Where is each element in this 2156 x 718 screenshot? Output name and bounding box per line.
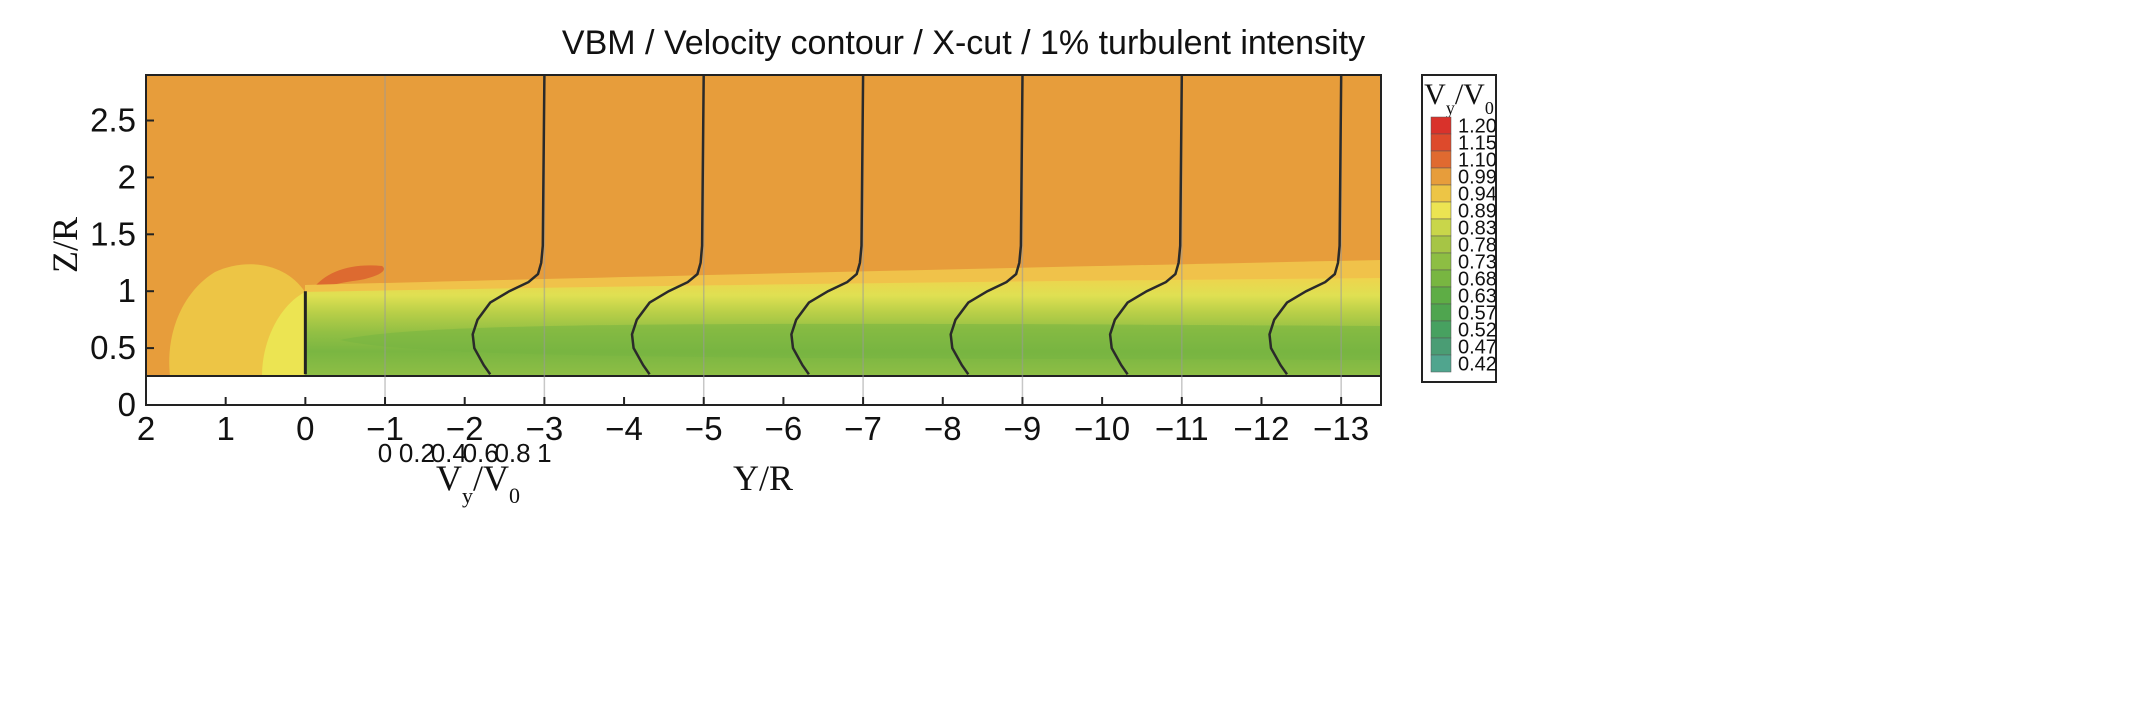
ground-region — [146, 375, 1381, 405]
y-tick-label: 1.5 — [90, 215, 136, 252]
legend-level-label: 0.73 — [1458, 252, 1497, 274]
x-tick-label: −11 — [1155, 410, 1209, 447]
legend-level-label: 0.94 — [1458, 184, 1497, 206]
contour-field — [146, 75, 1381, 376]
legend-swatch — [1430, 116, 1452, 135]
profile-scale-label: Vy/V0 — [436, 458, 520, 508]
near-rotor-region — [262, 292, 305, 376]
legend-level-label: 0.57 — [1458, 303, 1497, 325]
x-tick-label: 2 — [137, 410, 155, 447]
y-tick-label: 2 — [118, 158, 136, 195]
legend-swatch — [1430, 269, 1452, 288]
velocity-profiles — [471, 74, 1343, 376]
x-tick-label: −12 — [1233, 410, 1289, 447]
profile-scale-tick-label: 1 — [537, 438, 551, 468]
velocity-profile-line — [1268, 74, 1343, 376]
legend-swatch — [1430, 150, 1452, 169]
legend-level-label: 0.78 — [1458, 235, 1497, 257]
velocity-profile-line — [630, 74, 705, 376]
legend-level-label: 0.63 — [1458, 286, 1497, 308]
legend-swatch — [1430, 286, 1452, 305]
y-tick-label: 2.5 — [90, 102, 136, 139]
x-tick-label: −5 — [685, 410, 723, 447]
legend-swatch — [1430, 337, 1452, 356]
legend-level-label: 1.10 — [1458, 150, 1497, 172]
tip-acceleration-region — [312, 265, 384, 290]
legend-swatch — [1430, 201, 1452, 220]
y-tick-label: 0 — [118, 386, 136, 423]
profile-scale-tick-label: 0.4 — [431, 438, 467, 468]
x-tick-label: −9 — [1004, 410, 1042, 447]
velocity-profile-line — [471, 74, 546, 376]
legend-level-label: 0.52 — [1458, 320, 1497, 342]
legend-level-label: 1.20 — [1458, 116, 1497, 138]
legend-swatch — [1430, 252, 1452, 271]
legend-swatch — [1430, 303, 1452, 322]
wake-core-region — [340, 323, 1381, 360]
x-tick-label: 1 — [216, 410, 234, 447]
x-tick-label: −4 — [605, 410, 643, 447]
y-axis-label: Z/R — [45, 217, 85, 273]
legend-level-label: 0.99 — [1458, 167, 1497, 189]
x-tick-label: −10 — [1074, 410, 1130, 447]
x-axis-ticks: 2 1 0 −1 −2 −3 −4 −5 −6 −7 −8 −9 −10 −11 −12 −13 — [137, 397, 1369, 447]
legend-level-label: 1.15 — [1458, 133, 1497, 155]
x-tick-label: −3 — [526, 410, 564, 447]
legend-level-label: 0.83 — [1458, 218, 1497, 240]
legend-level-label: 0.68 — [1458, 269, 1497, 291]
legend-swatch — [1430, 184, 1452, 203]
legend-swatch — [1430, 218, 1452, 237]
profile-scale-ticks: 0 0.20.40.60.8 1 — [378, 438, 552, 468]
profile-scale-tick-label: 0.8 — [494, 438, 530, 468]
x-tick-label: −2 — [446, 410, 484, 447]
chart-title: VBM / Velocity contour / X-cut / 1% turb… — [561, 24, 1366, 62]
y-tick-label: 1 — [118, 272, 136, 309]
x-tick-label: −1 — [366, 410, 404, 447]
profile-scale-tick-label: 0.2 — [399, 438, 435, 468]
x-tick-label: −13 — [1313, 410, 1369, 447]
legend-swatch — [1430, 167, 1452, 186]
legend-swatch — [1430, 320, 1452, 339]
x-tick-label: −7 — [844, 410, 882, 447]
profile-scale-tick-label: 0 — [378, 438, 392, 468]
x-tick-label: 0 — [296, 410, 314, 447]
legend-swatch — [1430, 133, 1452, 152]
velocity-profile-line — [1108, 74, 1184, 376]
legend-level-label: 0.89 — [1458, 201, 1497, 223]
colorbar-legend: Vy/V0 1.201.151.100.990.940.890.830.780.… — [1421, 74, 1497, 383]
y-axis-ticks: 0 0.5 1 1.5 2 2.5 — [90, 102, 154, 423]
legend-level-label: 0.47 — [1458, 337, 1497, 359]
velocity-profile-line — [790, 74, 865, 376]
legend-swatch — [1430, 235, 1452, 254]
plot-frame — [145, 74, 1382, 406]
x-axis-label: Y/R — [733, 458, 793, 498]
profile-scale-tick-label: 0.6 — [463, 438, 499, 468]
legend-level-label: 0.42 — [1458, 354, 1497, 376]
velocity-profile-line — [949, 74, 1024, 376]
legend-swatch — [1430, 354, 1452, 373]
x-tick-label: −8 — [924, 410, 962, 447]
x-tick-label: −6 — [765, 410, 803, 447]
y-tick-label: 0.5 — [90, 329, 136, 366]
